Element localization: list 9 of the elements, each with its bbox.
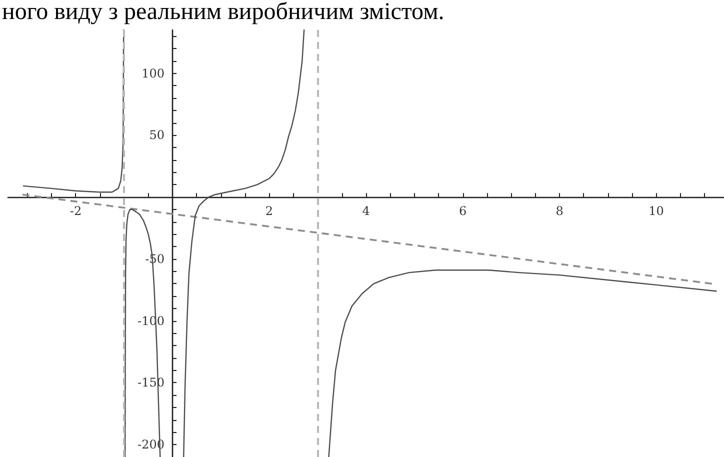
x-tick-label: 10 (648, 204, 664, 218)
y-tick-label: 50 (149, 128, 164, 142)
x-tick-label: -2 (70, 204, 82, 218)
x-tick-label: 4 (362, 204, 370, 218)
x-tick-label: 6 (458, 204, 467, 218)
x-tick-label: 2 (265, 204, 274, 218)
y-tick-label: 100 (142, 66, 164, 80)
x-tick-label: 8 (556, 204, 564, 218)
text: ного виду з реальним виробничим змістом. (2, 0, 444, 25)
